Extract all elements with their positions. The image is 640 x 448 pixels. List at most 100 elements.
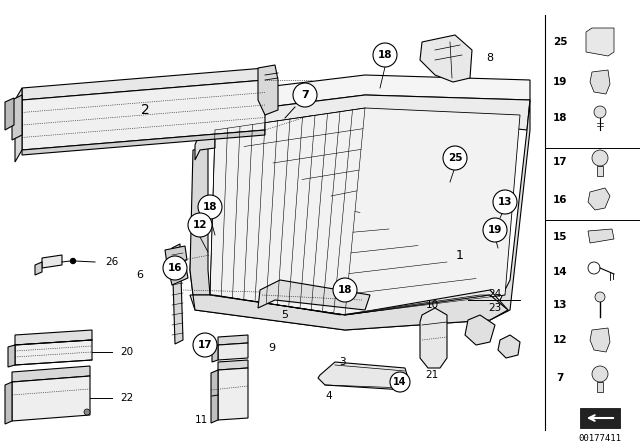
Polygon shape bbox=[165, 246, 187, 264]
Circle shape bbox=[70, 258, 76, 263]
Polygon shape bbox=[420, 35, 472, 82]
Polygon shape bbox=[218, 360, 248, 370]
Text: 20: 20 bbox=[120, 347, 133, 357]
Polygon shape bbox=[490, 100, 530, 320]
Polygon shape bbox=[198, 95, 530, 145]
Polygon shape bbox=[190, 115, 205, 295]
Polygon shape bbox=[5, 382, 12, 424]
Text: 7: 7 bbox=[556, 373, 564, 383]
Text: 18: 18 bbox=[338, 285, 352, 295]
Polygon shape bbox=[22, 130, 265, 155]
Text: 19: 19 bbox=[553, 77, 567, 87]
Text: 6: 6 bbox=[136, 270, 143, 280]
Text: 10: 10 bbox=[426, 300, 438, 310]
Circle shape bbox=[443, 146, 467, 170]
Polygon shape bbox=[193, 295, 508, 330]
Text: 16: 16 bbox=[553, 195, 567, 205]
Text: 11: 11 bbox=[195, 415, 208, 425]
Circle shape bbox=[592, 150, 608, 166]
Text: 21: 21 bbox=[426, 370, 438, 380]
Circle shape bbox=[333, 278, 357, 302]
Circle shape bbox=[163, 256, 187, 280]
Text: 18: 18 bbox=[203, 202, 217, 212]
Text: 5: 5 bbox=[282, 310, 289, 320]
Text: 12: 12 bbox=[193, 220, 207, 230]
Polygon shape bbox=[586, 28, 614, 56]
Polygon shape bbox=[465, 315, 495, 345]
Circle shape bbox=[594, 106, 606, 118]
Text: 18: 18 bbox=[553, 113, 567, 123]
Polygon shape bbox=[420, 308, 447, 368]
Polygon shape bbox=[195, 130, 215, 160]
Text: 1: 1 bbox=[456, 249, 464, 262]
Text: 26: 26 bbox=[105, 257, 118, 267]
Polygon shape bbox=[597, 382, 603, 392]
Polygon shape bbox=[498, 335, 520, 358]
Polygon shape bbox=[12, 95, 22, 140]
Circle shape bbox=[198, 195, 222, 219]
Circle shape bbox=[84, 409, 90, 415]
Circle shape bbox=[193, 333, 217, 357]
Polygon shape bbox=[12, 376, 90, 421]
Polygon shape bbox=[580, 408, 620, 428]
Circle shape bbox=[390, 372, 410, 392]
Text: 13: 13 bbox=[498, 197, 512, 207]
Circle shape bbox=[188, 213, 212, 237]
Text: 8: 8 bbox=[486, 53, 493, 63]
Polygon shape bbox=[22, 80, 265, 150]
Text: 4: 4 bbox=[325, 391, 332, 401]
Text: 3: 3 bbox=[339, 357, 346, 367]
Polygon shape bbox=[15, 340, 92, 365]
Polygon shape bbox=[22, 68, 265, 100]
Polygon shape bbox=[211, 370, 218, 423]
Text: 2: 2 bbox=[141, 103, 149, 117]
Polygon shape bbox=[318, 362, 408, 390]
Text: 7: 7 bbox=[301, 90, 309, 100]
Polygon shape bbox=[42, 255, 62, 268]
Text: 24: 24 bbox=[488, 289, 502, 299]
Text: 13: 13 bbox=[553, 300, 567, 310]
Polygon shape bbox=[218, 368, 248, 420]
Polygon shape bbox=[12, 366, 90, 382]
Text: 18: 18 bbox=[378, 50, 392, 60]
Text: 16: 16 bbox=[168, 263, 182, 273]
Polygon shape bbox=[258, 280, 370, 310]
Polygon shape bbox=[198, 75, 530, 145]
Polygon shape bbox=[5, 98, 14, 130]
Polygon shape bbox=[35, 262, 42, 275]
Polygon shape bbox=[15, 330, 92, 345]
Polygon shape bbox=[588, 229, 614, 243]
Polygon shape bbox=[258, 65, 278, 115]
Polygon shape bbox=[218, 335, 248, 345]
Text: 12: 12 bbox=[553, 335, 567, 345]
Text: 25: 25 bbox=[553, 37, 567, 47]
Text: 00177411: 00177411 bbox=[579, 434, 621, 443]
Circle shape bbox=[493, 190, 517, 214]
Polygon shape bbox=[190, 290, 508, 330]
Text: 19: 19 bbox=[488, 225, 502, 235]
Circle shape bbox=[595, 292, 605, 302]
Polygon shape bbox=[212, 345, 218, 362]
Polygon shape bbox=[172, 244, 183, 344]
Text: 23: 23 bbox=[488, 303, 502, 313]
Polygon shape bbox=[168, 262, 188, 285]
Text: 25: 25 bbox=[448, 153, 462, 163]
Polygon shape bbox=[190, 148, 210, 295]
Polygon shape bbox=[15, 88, 22, 162]
Circle shape bbox=[483, 218, 507, 242]
Circle shape bbox=[373, 43, 397, 67]
Text: 17: 17 bbox=[198, 340, 212, 350]
Polygon shape bbox=[210, 295, 490, 315]
Text: 9: 9 bbox=[268, 343, 275, 353]
Polygon shape bbox=[8, 345, 15, 367]
Polygon shape bbox=[597, 166, 603, 176]
Text: 14: 14 bbox=[393, 377, 407, 387]
Polygon shape bbox=[218, 343, 248, 360]
Text: 14: 14 bbox=[553, 267, 567, 277]
Text: 17: 17 bbox=[553, 157, 567, 167]
Circle shape bbox=[592, 366, 608, 382]
Polygon shape bbox=[210, 108, 520, 315]
Polygon shape bbox=[590, 328, 610, 352]
Circle shape bbox=[293, 83, 317, 107]
Text: 15: 15 bbox=[553, 232, 567, 242]
